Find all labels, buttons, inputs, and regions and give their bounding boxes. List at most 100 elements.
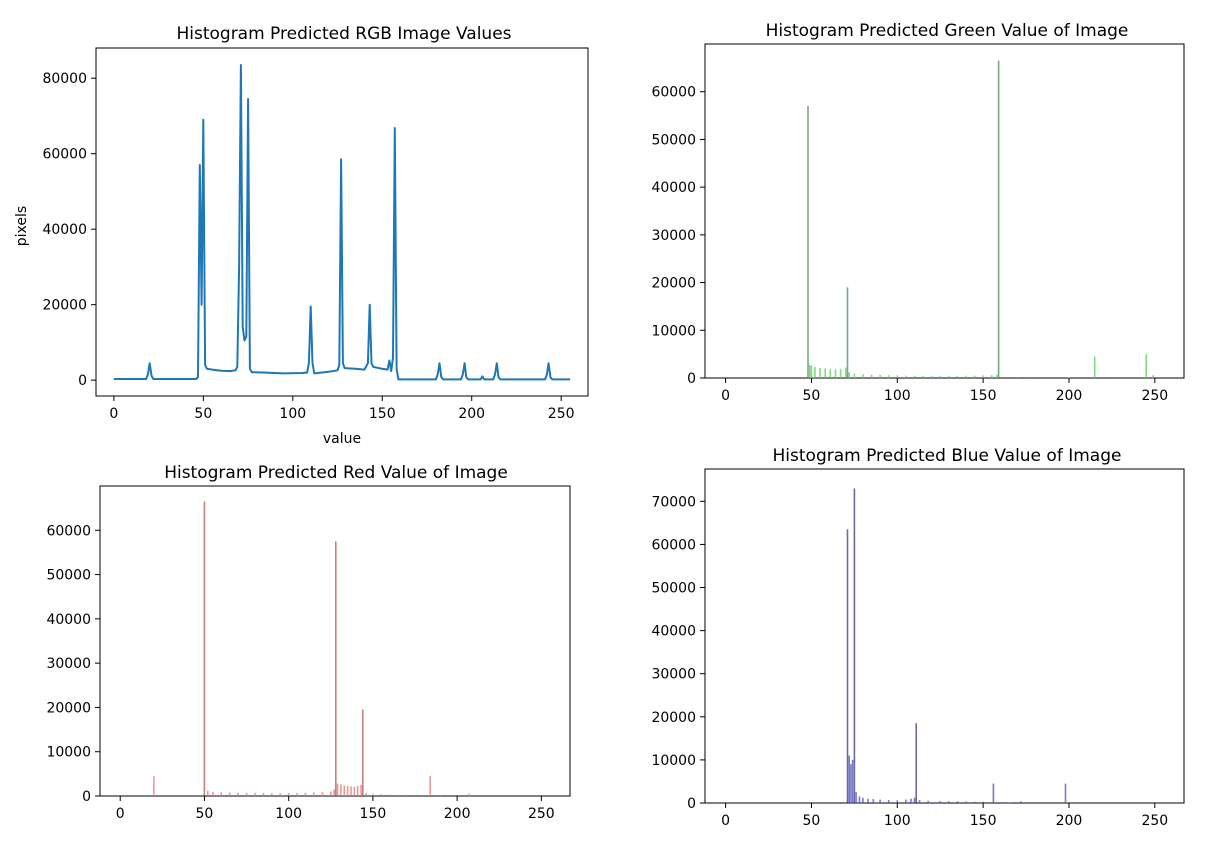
histogram-bar [220,792,223,796]
histogram-bar [913,375,916,378]
histogram-bar [422,794,425,796]
histogram-bar [203,501,206,796]
histogram-bar [372,793,374,796]
x-tick-label: 200 [1056,813,1083,829]
histogram-bar [867,798,869,803]
histogram-bar [335,541,337,796]
y-tick-label: 50000 [46,568,91,584]
panel-red: Histogram Predicted Red Value of Image 0… [46,463,571,822]
histogram-bar [853,488,856,803]
y-tick-label: 40000 [46,612,91,628]
y-tick-label: 20000 [42,298,87,314]
histogram-bar [336,783,339,796]
y-tick-label: 60000 [46,523,91,539]
histogram-bar [834,369,837,378]
histogram-bar [887,375,890,378]
histogram-bar [879,374,881,378]
histogram-bar [905,375,907,378]
y-tick-label: 10000 [46,745,91,761]
histogram-bar [965,375,967,378]
x-tick-label: 200 [444,806,471,822]
histogram-bar [1020,801,1022,803]
y-tick-label: 60000 [42,147,87,163]
histogram-bar [279,793,282,796]
histogram-bar [360,784,362,796]
x-axis: 0 50 100 150 200 250 [721,803,1168,829]
y-axis: 0 20000 40000 60000 80000 [42,71,96,389]
histogram-bar [862,374,864,378]
x-tick-label: 0 [721,813,730,829]
x-tick-label: 50 [196,806,214,822]
histogram-bar [913,797,916,803]
histogram-bar [439,795,442,796]
plot-frame [95,47,589,397]
histogram-bar [845,367,847,378]
x-tick-label: 50 [803,388,821,404]
y-tick-label: 20000 [651,710,696,726]
plot-frame [704,43,1185,379]
histogram-bar [1064,783,1067,803]
histogram-bar [388,794,391,796]
x-tick-label: 150 [970,388,997,404]
histogram-bar [829,368,832,378]
histogram-bar [237,792,239,796]
y-tick-label: 10000 [651,323,696,339]
histogram-bar [365,792,367,796]
histogram-bar [862,797,864,803]
histogram-bar [362,709,364,796]
y-axis: 0 10000 20000 30000 40000 50000 60000 70000 [651,494,705,812]
histogram-bar [879,799,881,803]
histogram-bar [855,792,857,803]
y-tick-label: 50000 [651,132,696,148]
y-tick-label: 30000 [651,667,696,683]
bars [153,501,470,796]
y-axis-label: pixels [14,206,30,246]
histogram-bar [1016,377,1019,378]
histogram-bar [851,759,854,803]
histogram-bar [956,375,959,378]
x-tick-label: 250 [1141,813,1168,829]
histogram-bar [999,802,1002,803]
histogram-bar [810,365,813,378]
histogram-bar [819,368,821,378]
histogram-bar [254,792,256,796]
histogram-bar [1033,377,1036,378]
histogram-bar [1025,376,1027,378]
histogram-bar [939,801,941,803]
histogram-bar [262,793,265,796]
histogram-bar [973,375,976,378]
x-axis: 0 50 100 150 200 250 [109,396,575,422]
chart-title: Histogram Predicted Green Value of Image [766,21,1129,41]
histogram-bar [872,799,875,803]
histogram-bar [918,800,921,803]
y-tick-label: 0 [687,371,696,387]
histogram-bar [858,796,861,803]
histogram-bar [927,800,929,803]
histogram-bar [313,792,315,796]
histogram-bar [153,776,155,796]
y-tick-label: 10000 [651,753,696,769]
histogram-bar [915,723,917,803]
y-tick-label: 40000 [651,180,696,196]
chart-title: Histogram Predicted RGB Image Values [176,24,511,44]
histogram-bar [380,794,383,796]
histogram-bar [468,793,470,796]
histogram-bar [853,373,856,378]
histogram-bar [939,375,941,378]
x-tick-label: 200 [1056,388,1083,404]
y-tick-label: 0 [78,373,87,389]
histogram-bar [948,801,950,803]
histogram-bar [997,60,1000,378]
histogram-bar [228,792,231,796]
histogram-bar [973,801,976,803]
histogram-bar [930,375,933,378]
y-tick-label: 70000 [651,494,696,510]
histogram-bar [846,287,849,378]
histogram-bar [1008,802,1010,803]
y-axis: 0 10000 20000 30000 40000 50000 60000 [46,523,100,805]
histogram-bar [814,367,816,378]
y-tick-label: 40000 [651,624,696,640]
histogram-bar [807,106,809,378]
y-tick-label: 80000 [42,71,87,87]
histogram-bar [207,790,209,796]
